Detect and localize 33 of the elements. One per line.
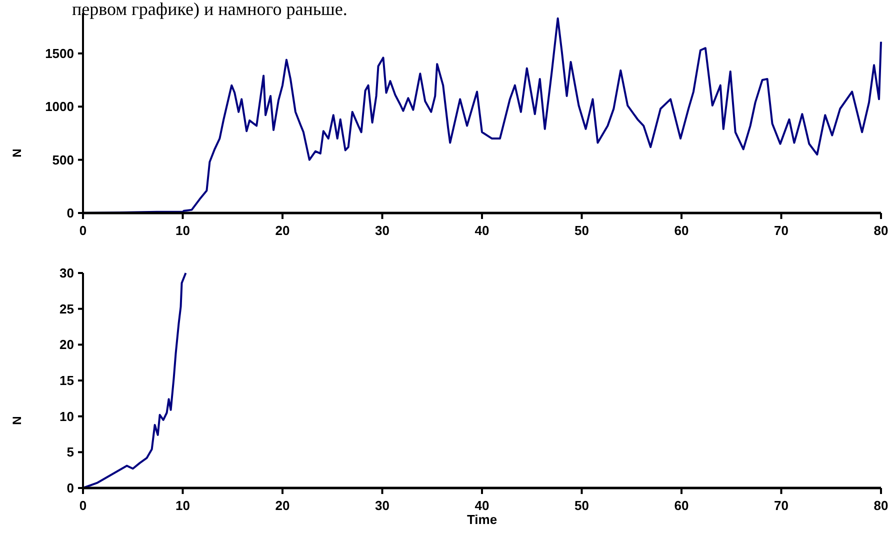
x-tick-label: 80: [874, 498, 888, 513]
y-tick-label: 500: [52, 152, 74, 168]
x-tick-label: 30: [375, 498, 390, 513]
y-tick-label: 10: [60, 408, 74, 424]
y-axis-title: N: [10, 148, 24, 158]
y-tick-label: 0: [66, 206, 74, 221]
x-tick-label: 30: [375, 223, 390, 238]
x-tick-label: 20: [275, 498, 290, 513]
x-tick-label: 0: [79, 223, 87, 238]
x-tick-label: 60: [674, 223, 689, 238]
x-tick-label: 70: [774, 498, 788, 513]
x-tick-label: 40: [474, 498, 490, 513]
y-tick-label: 1500: [45, 46, 74, 61]
x-tick-label: 60: [674, 498, 689, 513]
y-tick-label: 20: [60, 337, 74, 352]
x-tick-label: 50: [574, 223, 589, 238]
x-tick-label: 10: [176, 223, 190, 238]
y-tick-label: 5: [66, 444, 74, 460]
x-tick-label: 0: [79, 498, 87, 513]
y-tick-label: 30: [60, 266, 74, 281]
x-tick-label: 20: [275, 223, 290, 238]
y-tick-label: 15: [60, 373, 74, 388]
x-tick-label: 40: [474, 223, 490, 238]
x-tick-label: 80: [874, 223, 888, 238]
y-axis-title: N: [10, 416, 24, 425]
y-tick-label: 25: [60, 301, 74, 316]
x-tick-label: 10: [176, 498, 190, 513]
y-tick-label: 1000: [45, 99, 74, 114]
annotation: первом графике) и намного раньше.: [72, 0, 348, 19]
x-axis-title: Time: [466, 512, 498, 527]
x-tick-label: 50: [574, 498, 589, 513]
x-tick-label: 70: [774, 223, 788, 238]
y-tick-label: 0: [66, 480, 74, 496]
